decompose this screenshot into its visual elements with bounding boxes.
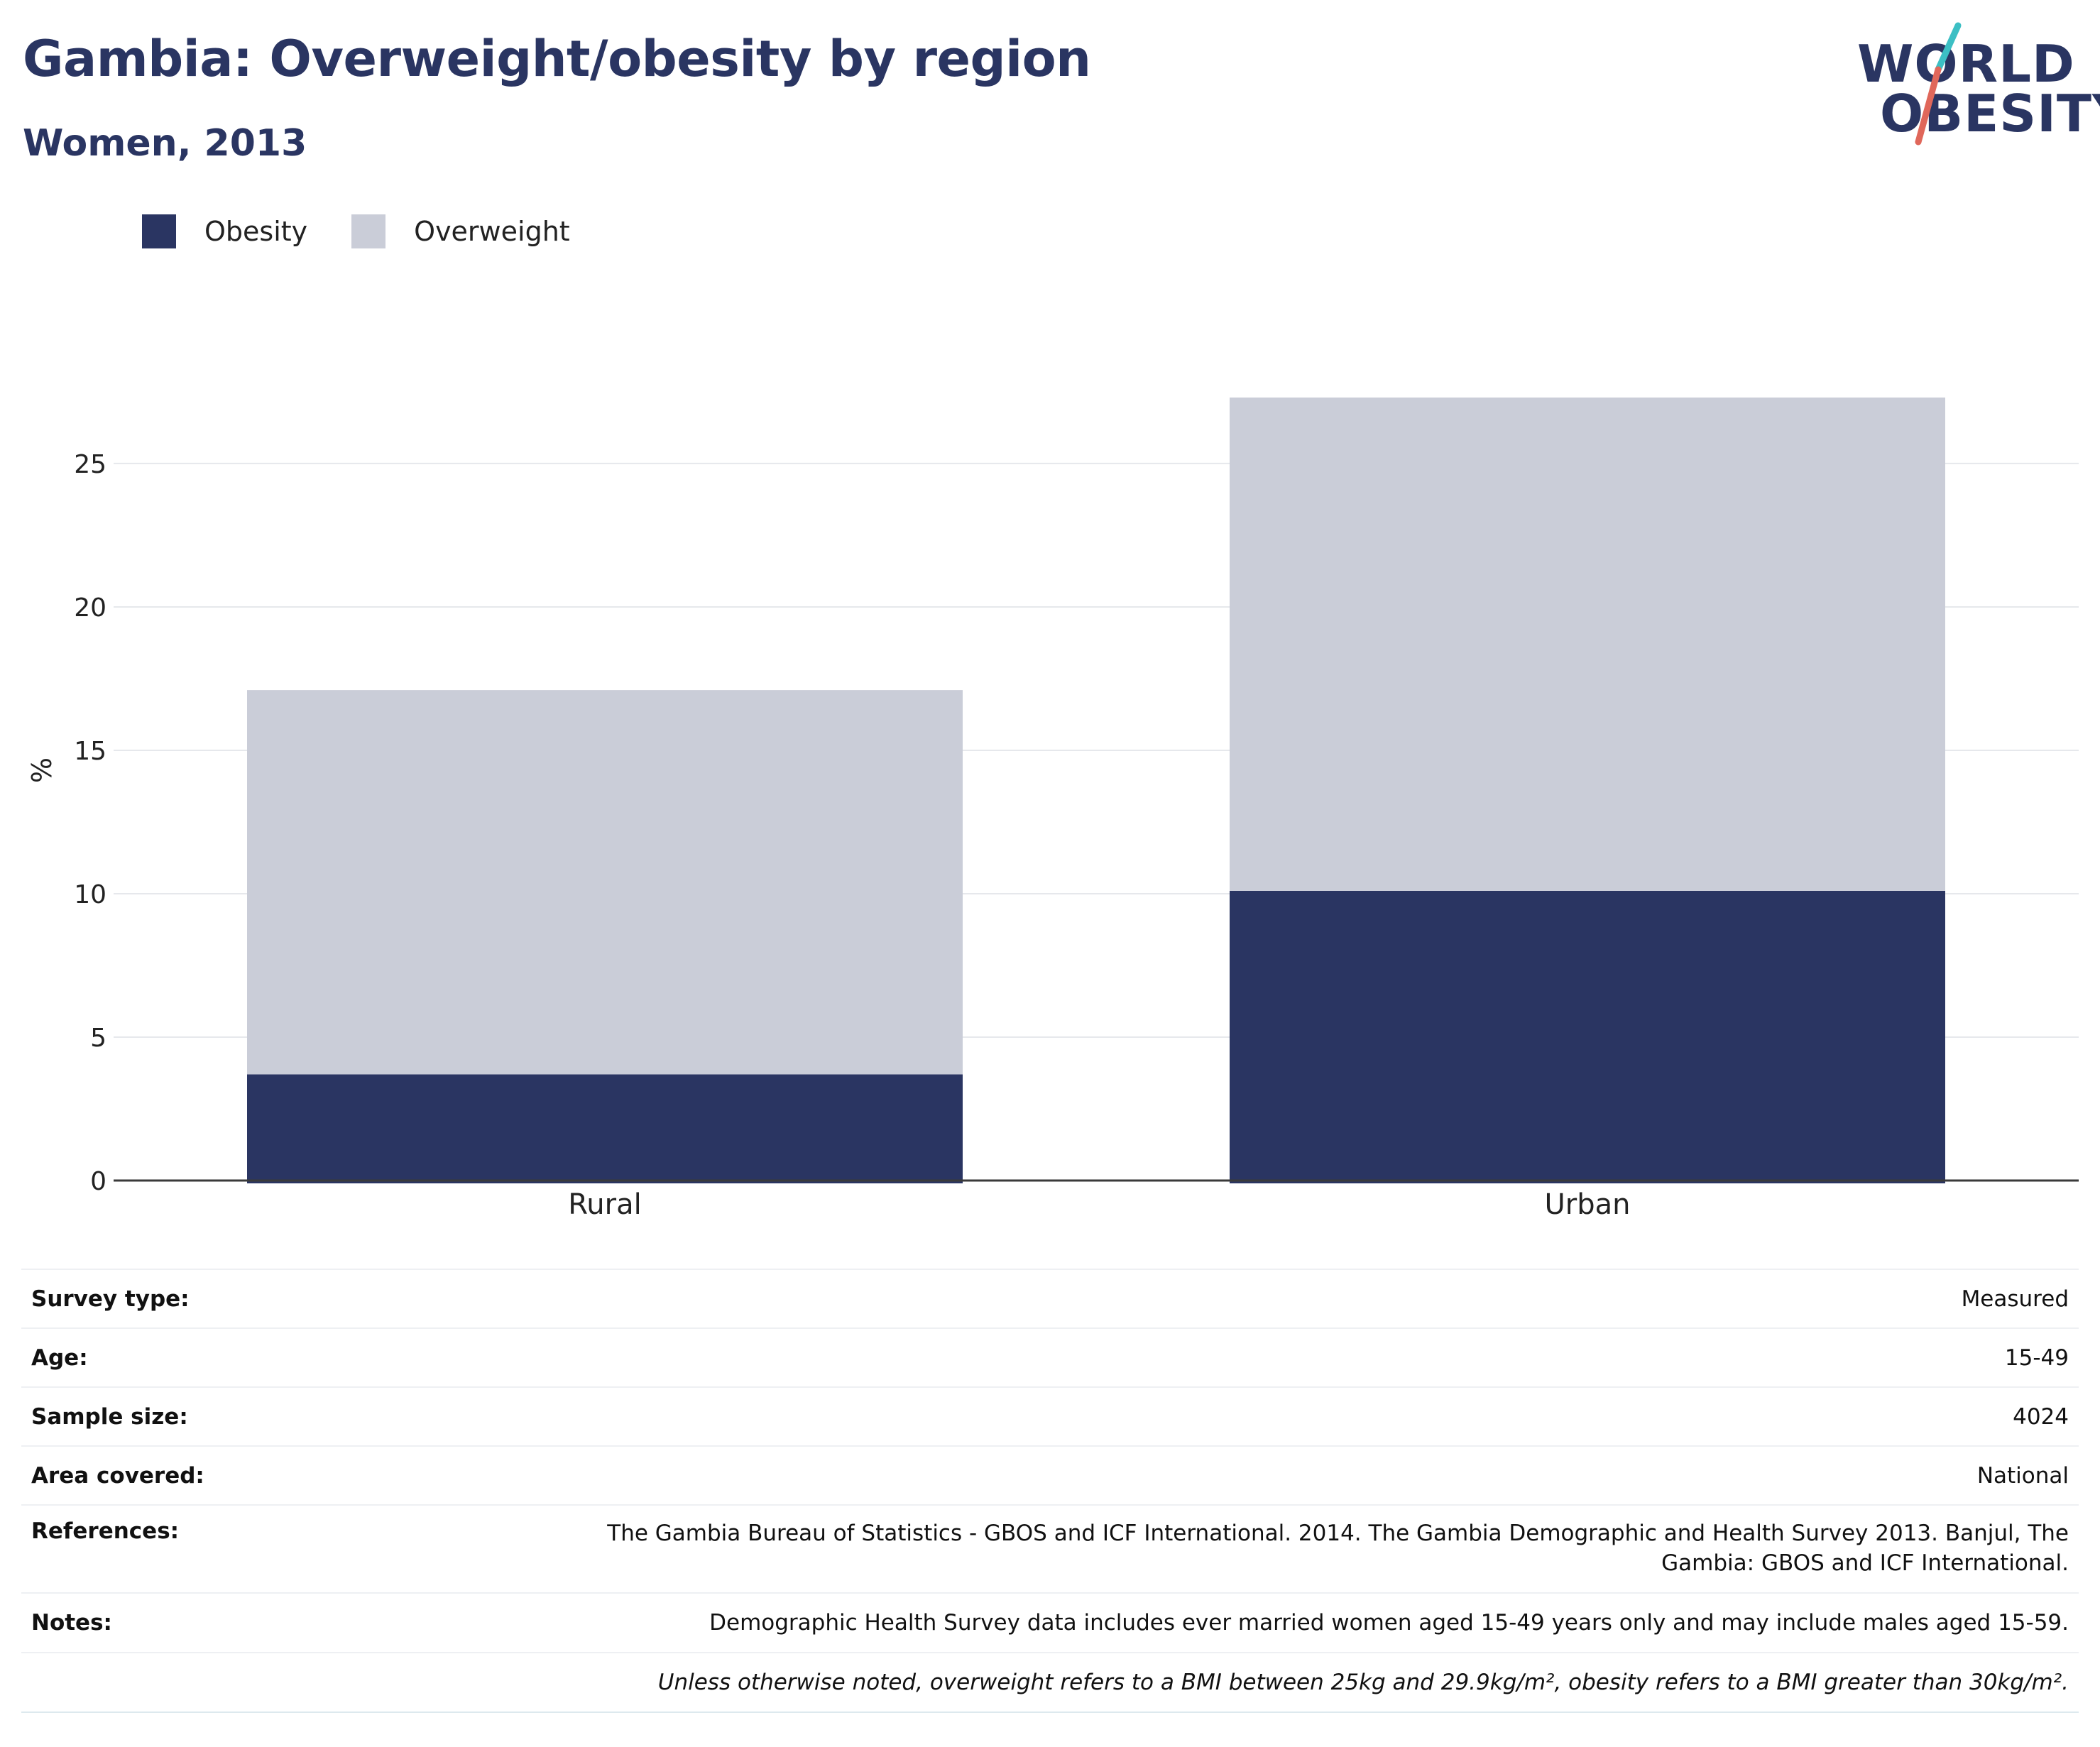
- stacked-bar-chart: 0 5 10 15 20 25% Rural Urban: [26, 398, 2079, 1221]
- legend-label-obesity: Obesity: [204, 216, 308, 247]
- chart-title: Gambia: Overweight/obesity by region: [23, 30, 1091, 88]
- age-label: Age:: [31, 1345, 88, 1371]
- references-label: References:: [31, 1518, 180, 1544]
- references-value: The Gambia Bureau of Statistics - GBOS a…: [607, 1518, 2069, 1578]
- info-row-age: Age: 15-49: [21, 1329, 2079, 1388]
- area-covered-label: Area covered:: [31, 1462, 204, 1489]
- y-tick-label: 0: [90, 1167, 106, 1196]
- notes-label: Notes:: [31, 1610, 112, 1636]
- y-tick-label: 20: [74, 593, 106, 623]
- chart-legend: Obesity Overweight: [142, 210, 614, 253]
- legend-item-overweight: Overweight: [351, 214, 570, 248]
- bar-overweight-rural: [247, 690, 963, 1075]
- legend-label-overweight: Overweight: [414, 216, 570, 247]
- area-covered-value: National: [1976, 1462, 2069, 1489]
- sample-size-label: Sample size:: [31, 1403, 188, 1430]
- legend-swatch-obesity: [142, 214, 176, 248]
- notes-value: Demographic Health Survey data includes …: [709, 1610, 2069, 1636]
- world-obesity-logo: WORLD OBESITY: [1853, 20, 2100, 148]
- bmi-footnote: Unless otherwise noted, overweight refer…: [657, 1670, 2069, 1695]
- y-axis-label: %: [26, 757, 58, 783]
- legend-swatch-overweight: [351, 214, 386, 248]
- survey-info-table: Survey type: Measured Age: 15-49 Sample …: [21, 1269, 2079, 1713]
- info-row-area-covered: Area covered: National: [21, 1447, 2079, 1506]
- references-line-2: Gambia: GBOS and ICF International.: [1661, 1550, 2069, 1576]
- bar-overweight-urban: [1230, 398, 1945, 891]
- survey-type-label: Survey type:: [31, 1286, 190, 1312]
- info-row-references: References: The Gambia Bureau of Statist…: [21, 1506, 2079, 1594]
- logo-word-world: WORLD: [1857, 34, 2075, 94]
- references-line-1: The Gambia Bureau of Statistics - GBOS a…: [607, 1521, 2069, 1546]
- info-row-notes: Notes: Demographic Health Survey data in…: [21, 1594, 2079, 1653]
- y-tick-label: 15: [74, 737, 106, 766]
- x-tick-label: Rural: [568, 1188, 641, 1221]
- sample-size-value: 4024: [2013, 1403, 2069, 1430]
- x-tick-label: Urban: [1545, 1188, 1631, 1221]
- info-row-survey-type: Survey type: Measured: [21, 1270, 2079, 1329]
- y-tick-label: 25: [74, 450, 106, 479]
- bar-obesity-rural: [247, 1074, 963, 1183]
- info-row-sample-size: Sample size: 4024: [21, 1388, 2079, 1447]
- age-value: 15-49: [2004, 1345, 2069, 1371]
- survey-type-value: Measured: [1961, 1286, 2069, 1312]
- y-tick-label: 10: [74, 880, 106, 909]
- logo-word-obesity: OBESITY: [1880, 84, 2100, 143]
- y-tick-label: 5: [90, 1024, 106, 1053]
- bar-obesity-urban: [1230, 890, 1945, 1183]
- info-row-footnote: Unless otherwise noted, overweight refer…: [21, 1653, 2079, 1713]
- logo-slash-icon: [1915, 22, 1962, 146]
- chart-subtitle: Women, 2013: [23, 122, 307, 165]
- legend-item-obesity: Obesity: [142, 214, 307, 248]
